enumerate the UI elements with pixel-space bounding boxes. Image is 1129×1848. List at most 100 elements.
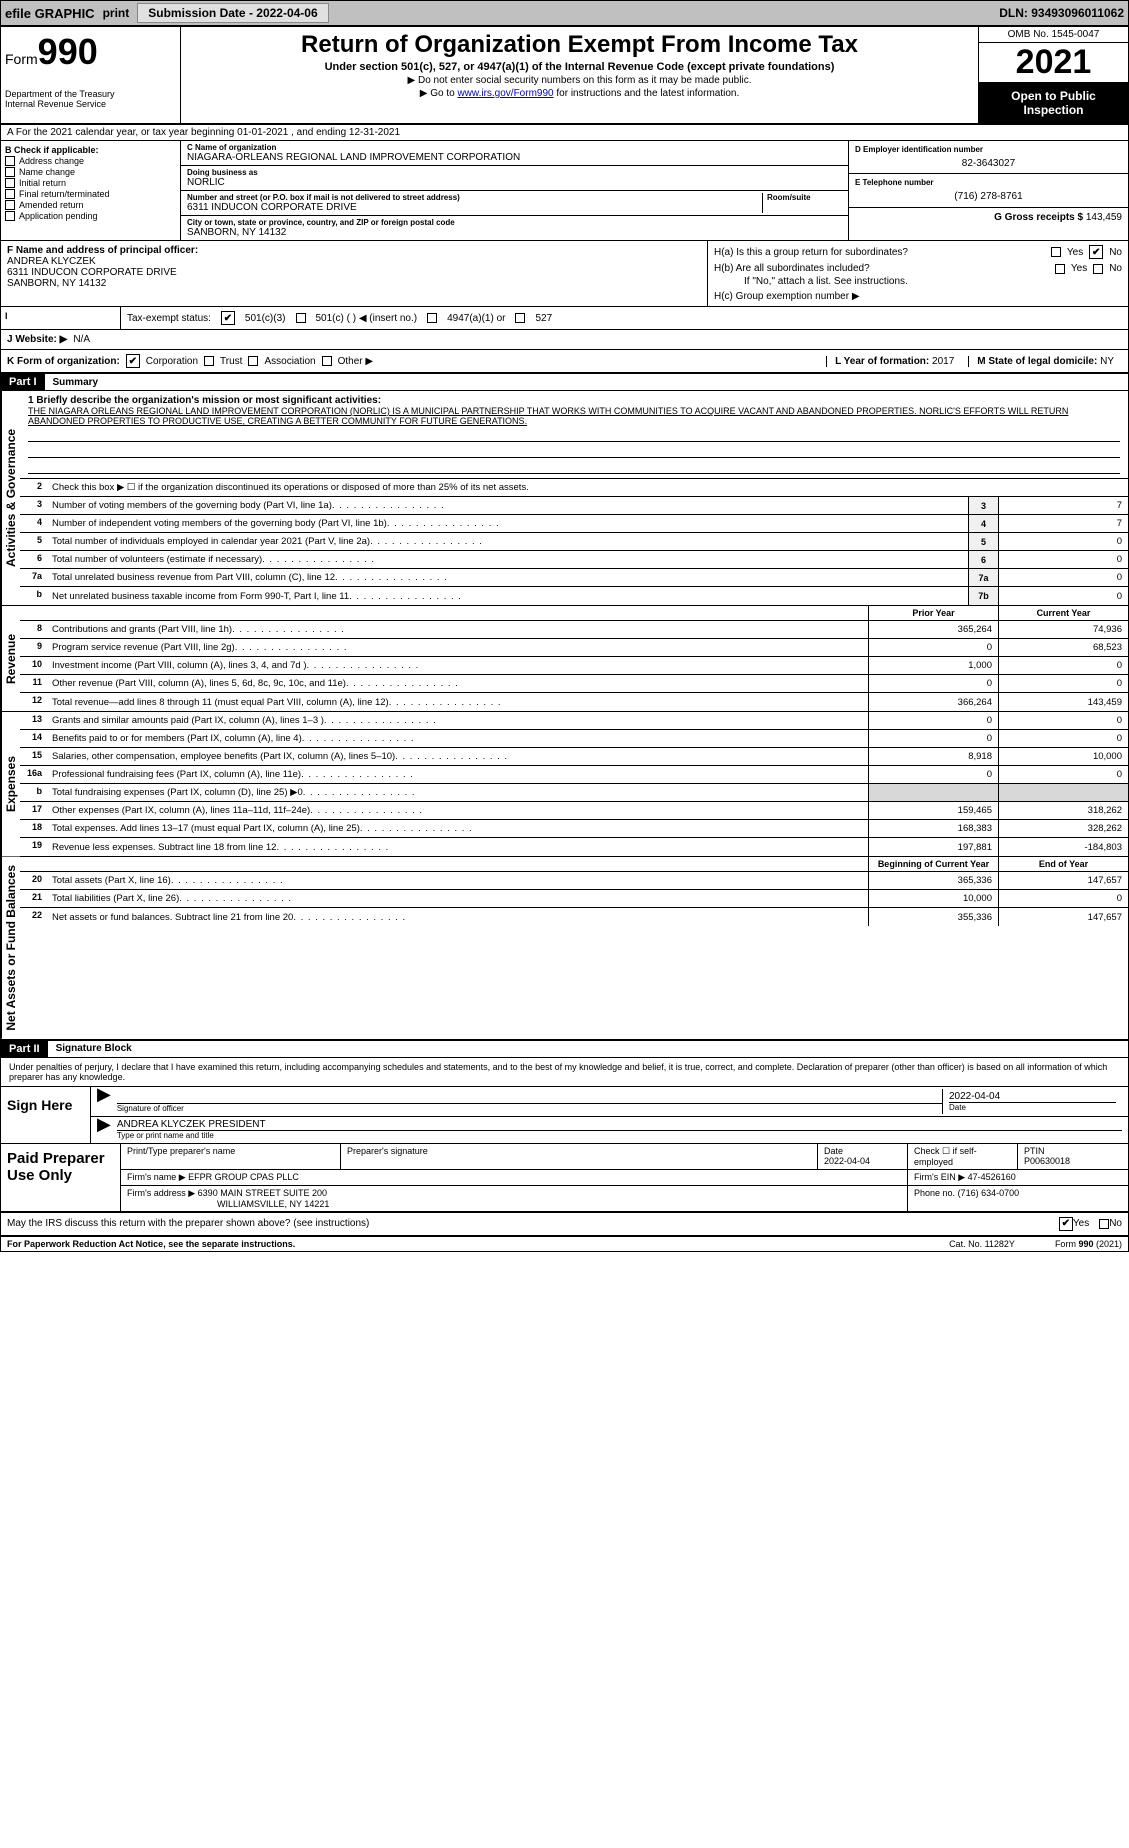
- chk-527[interactable]: [515, 313, 525, 323]
- firm-ein: 47-4526160: [968, 1172, 1016, 1182]
- mission-block: 1 Briefly describe the organization's mi…: [20, 391, 1128, 479]
- ha-no[interactable]: ✔: [1089, 245, 1103, 259]
- blank-line: [28, 428, 1120, 442]
- hb-no[interactable]: [1093, 264, 1103, 274]
- may-irs-text: May the IRS discuss this return with the…: [7, 1218, 1059, 1229]
- section-b-checkboxes: B Check if applicable: Address change Na…: [1, 141, 181, 240]
- line-a-calendar-year: A For the 2021 calendar year, or tax yea…: [1, 125, 1128, 141]
- preparer-name-label: Print/Type preparer's name: [121, 1144, 341, 1169]
- firm-phone: (716) 634-0700: [958, 1188, 1020, 1198]
- data-line: 21Total liabilities (Part X, line 26)10,…: [20, 890, 1128, 908]
- ha-yes[interactable]: [1051, 247, 1061, 257]
- gov-line: 5Total number of individuals employed in…: [20, 533, 1128, 551]
- chk-trust[interactable]: [204, 356, 214, 366]
- tax-year: 2021: [979, 43, 1128, 83]
- ha-label: H(a) Is this a group return for subordin…: [714, 247, 1045, 258]
- dba-value: NORLIC: [187, 177, 842, 188]
- self-employed-check: Check ☐ if self-employed: [908, 1144, 1018, 1169]
- chk-corporation[interactable]: ✔: [126, 354, 140, 368]
- submission-date-button[interactable]: Submission Date - 2022-04-06: [137, 3, 328, 23]
- prep-date-label: Date: [824, 1146, 843, 1156]
- efile-topbar: efile GRAPHIC print Submission Date - 20…: [0, 0, 1129, 26]
- form-header: Form990 Department of the TreasuryIntern…: [1, 27, 1128, 125]
- col-current: Current Year: [998, 606, 1128, 620]
- section-d-e-g: D Employer identification number 82-3643…: [848, 141, 1128, 240]
- chk-association[interactable]: [248, 356, 258, 366]
- hb-label: H(b) Are all subordinates included?: [714, 263, 1049, 274]
- hc-label: H(c) Group exemption number ▶: [714, 291, 1122, 302]
- chk-app-pending[interactable]: [5, 211, 15, 221]
- sign-here-block: Sign Here ▶ Signature of officer 2022-04…: [1, 1087, 1128, 1144]
- form-subtitle: Under section 501(c), 527, or 4947(a)(1)…: [189, 61, 970, 73]
- form-page: Form 990 (2021): [1055, 1239, 1122, 1249]
- ptin-label: PTIN: [1024, 1146, 1045, 1156]
- dept-treasury: Department of the TreasuryInternal Reven…: [5, 89, 176, 109]
- website-value: N/A: [73, 334, 90, 345]
- may-irs-discuss-row: May the IRS discuss this return with the…: [1, 1212, 1128, 1236]
- gov-line: 3Number of voting members of the governi…: [20, 497, 1128, 515]
- chk-4947[interactable]: [427, 313, 437, 323]
- sign-here-label: Sign Here: [1, 1087, 91, 1143]
- officer-name: ANDREA KLYCZEK: [7, 256, 701, 267]
- firm-ein-label: Firm's EIN ▶: [914, 1172, 965, 1182]
- col-header-rev: Prior Year Current Year: [20, 606, 1128, 621]
- chk-initial-return[interactable]: [5, 178, 15, 188]
- efile-label: efile GRAPHIC: [5, 6, 95, 21]
- preparer-sig-label: Preparer's signature: [341, 1144, 818, 1169]
- chk-amended[interactable]: [5, 200, 15, 210]
- irs-discuss-yes[interactable]: ✔: [1059, 1217, 1073, 1231]
- sig-officer-label: Signature of officer: [117, 1103, 942, 1113]
- irs-discuss-no[interactable]: [1099, 1219, 1109, 1229]
- data-line: 18Total expenses. Add lines 13–17 (must …: [20, 820, 1128, 838]
- print-label[interactable]: print: [103, 6, 130, 20]
- chk-501c[interactable]: [296, 313, 306, 323]
- form-prefix: Form: [5, 51, 38, 67]
- chk-address-change[interactable]: [5, 156, 15, 166]
- dba-label: Doing business as: [187, 168, 842, 177]
- year-formation: 2017: [932, 356, 954, 367]
- row-i-tax-exempt: I Tax-exempt status: ✔501(c)(3) 501(c) (…: [1, 307, 1128, 330]
- header-right: OMB No. 1545-0047 2021 Open to Public In…: [978, 27, 1128, 123]
- chk-501c3[interactable]: ✔: [221, 311, 235, 325]
- irs-link[interactable]: www.irs.gov/Form990: [457, 88, 553, 99]
- part1-header-row: Part I Summary: [1, 374, 1128, 391]
- firm-name: EFPR GROUP CPAS PLLC: [188, 1172, 299, 1182]
- gross-receipts-value: 143,459: [1086, 212, 1122, 223]
- chk-name-change[interactable]: [5, 167, 15, 177]
- chk-final-return[interactable]: [5, 189, 15, 199]
- type-print-label: Type or print name and title: [117, 1130, 1122, 1140]
- section-expenses: Expenses 13Grants and similar amounts pa…: [1, 712, 1128, 857]
- data-line: 13Grants and similar amounts paid (Part …: [20, 712, 1128, 730]
- chk-other[interactable]: [322, 356, 332, 366]
- section-revenue: Revenue Prior Year Current Year 8Contrib…: [1, 606, 1128, 712]
- section-f: F Name and address of principal officer:…: [1, 241, 708, 306]
- hb-yes[interactable]: [1055, 264, 1065, 274]
- state-domicile: NY: [1100, 356, 1114, 367]
- perjury-declaration: Under penalties of perjury, I declare th…: [1, 1058, 1128, 1087]
- data-line: 16aProfessional fundraising fees (Part I…: [20, 766, 1128, 784]
- i-index: I: [1, 307, 121, 329]
- gov-line: bNet unrelated business taxable income f…: [20, 587, 1128, 605]
- form-title: Return of Organization Exempt From Incom…: [189, 31, 970, 59]
- ein-label: D Employer identification number: [855, 145, 1122, 154]
- j-label: J Website: ▶: [7, 334, 67, 345]
- paid-preparer-block: Paid Preparer Use Only Print/Type prepar…: [1, 1144, 1128, 1212]
- city-state-zip: SANBORN, NY 14132: [187, 227, 842, 238]
- tab-expenses: Expenses: [1, 712, 20, 856]
- block-b-c-d-e-g: B Check if applicable: Address change Na…: [1, 141, 1128, 241]
- paid-preparer-label: Paid Preparer Use Only: [1, 1144, 121, 1211]
- officer-addr: 6311 INDUCON CORPORATE DRIVE: [7, 267, 701, 278]
- officer-city: SANBORN, NY 14132: [7, 278, 701, 289]
- tab-revenue: Revenue: [1, 606, 20, 711]
- gross-receipts-label: G Gross receipts $: [994, 212, 1083, 223]
- ein-value: 82-3643027: [855, 158, 1122, 169]
- sig-date-label: Date: [949, 1102, 1116, 1112]
- mission-text: THE NIAGARA ORLEANS REGIONAL LAND IMPROV…: [28, 406, 1120, 426]
- phone-value: (716) 278-8761: [855, 191, 1122, 202]
- officer-name-title: ANDREA KLYCZEK PRESIDENT: [117, 1119, 1122, 1130]
- omb-number: OMB No. 1545-0047: [979, 27, 1128, 43]
- room-label: Room/suite: [767, 193, 842, 202]
- tab-net-assets: Net Assets or Fund Balances: [1, 857, 20, 1039]
- m-label: M State of legal domicile:: [977, 356, 1097, 367]
- data-line: 15Salaries, other compensation, employee…: [20, 748, 1128, 766]
